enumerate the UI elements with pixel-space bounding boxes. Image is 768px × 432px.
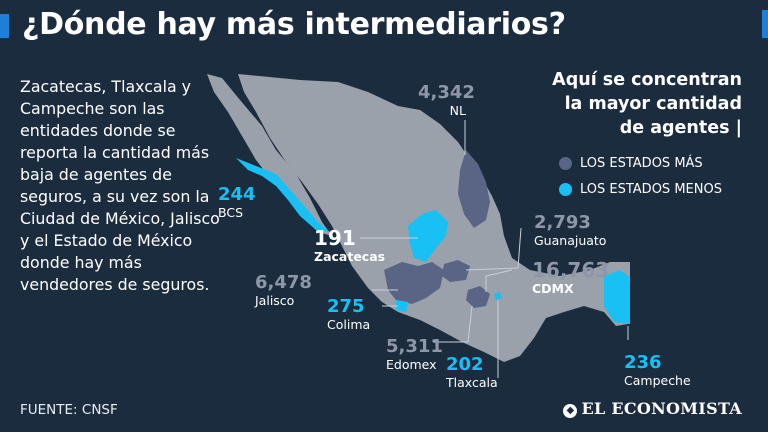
- brand-logo: ◆ EL ECONOMISTA: [563, 399, 742, 418]
- state-edomex-shape: [466, 286, 490, 308]
- legend-label-mas: LOS ESTADOS MÁS: [580, 156, 703, 171]
- state-nl-shape: [458, 150, 490, 228]
- label-edomex-value: 5,311: [386, 336, 443, 357]
- label-colima: 275 Colima: [327, 298, 370, 332]
- state-colima-shape: [396, 300, 408, 312]
- label-nl-value: 4,342: [418, 82, 475, 103]
- leader-cdmx: [485, 269, 513, 292]
- label-edomex: 5,311 Edomex: [386, 338, 443, 372]
- label-guanajuato-value: 2,793: [534, 212, 591, 233]
- label-campeche-name: Campeche: [624, 373, 691, 388]
- label-nl-name: NL: [449, 103, 466, 118]
- baja-california-shape: [207, 74, 332, 236]
- mexico-map: [207, 74, 630, 378]
- legend-title-line3: de agentes |: [619, 118, 742, 138]
- state-jalisco-shape: [384, 262, 444, 304]
- label-edomex-name: Edomex: [386, 357, 437, 372]
- label-jalisco: 6,478 Jalisco: [255, 274, 312, 308]
- label-tlaxcala: 202 Tlaxcala: [446, 356, 498, 390]
- label-nl: 4,342 NL: [418, 82, 475, 118]
- intro-paragraph: Zacatecas, Tlaxcala y Campeche son las e…: [20, 77, 220, 294]
- label-campeche: 236 Campeche: [624, 354, 691, 388]
- brand-emblem-icon: ◆: [563, 404, 578, 418]
- state-guanajuato-shape: [442, 260, 470, 282]
- state-campeche-shape: [604, 270, 630, 324]
- leader-edomex: [433, 305, 473, 343]
- label-bcs-value: 244: [218, 184, 256, 205]
- label-cdmx-value: 16,763: [532, 258, 610, 282]
- label-bcs: 244 BCS: [218, 186, 256, 220]
- state-zacatecas-shape: [408, 210, 448, 262]
- state-tlaxcala-shape: [494, 292, 502, 300]
- title-bar: ¿Dónde hay más intermediarios?: [0, 0, 768, 54]
- legend-item-mas: LOS ESTADOS MÁS: [559, 156, 703, 171]
- state-bcs-shape: [236, 158, 330, 232]
- legend-title-line1: Aquí se concentran: [552, 70, 742, 90]
- legend-label-menos: LOS ESTADOS MENOS: [580, 182, 722, 197]
- label-tlaxcala-name: Tlaxcala: [446, 375, 498, 390]
- legend-item-menos: LOS ESTADOS MENOS: [559, 182, 722, 197]
- label-zacatecas-name: Zacatecas: [314, 249, 386, 264]
- legend-title: Aquí se concentran la mayor cantidad de …: [512, 68, 742, 140]
- label-guanajuato-name: Guanajuato: [534, 233, 607, 248]
- source-note: FUENTE: CNSF: [20, 402, 118, 418]
- legend-title-line2: la mayor cantidad: [564, 94, 742, 114]
- label-cdmx-name: CDMX: [532, 281, 574, 296]
- label-cdmx: 16,763 CDMX: [532, 260, 609, 296]
- legend-dot-menos: [559, 183, 572, 196]
- brand-name: EL ECONOMISTA: [581, 399, 742, 418]
- label-campeche-value: 236: [624, 352, 662, 373]
- label-jalisco-name: Jalisco: [255, 293, 295, 308]
- label-tlaxcala-value: 202: [446, 354, 484, 375]
- label-jalisco-value: 6,478: [255, 272, 312, 293]
- label-colima-name: Colima: [327, 317, 371, 332]
- label-zacatecas-value: 191: [314, 226, 356, 250]
- label-guanajuato: 2,793 Guanajuato: [534, 214, 606, 248]
- label-bcs-name: BCS: [218, 205, 244, 220]
- leader-guanajuato: [465, 227, 522, 271]
- legend-dot-mas: [559, 157, 572, 170]
- title-accent-bar: [0, 14, 9, 38]
- page-title: ¿Dónde hay más intermediarios?: [22, 7, 566, 42]
- label-zacatecas: 191 Zacatecas: [314, 228, 385, 264]
- title-right-accent: [762, 10, 768, 38]
- label-colima-value: 275: [327, 296, 365, 317]
